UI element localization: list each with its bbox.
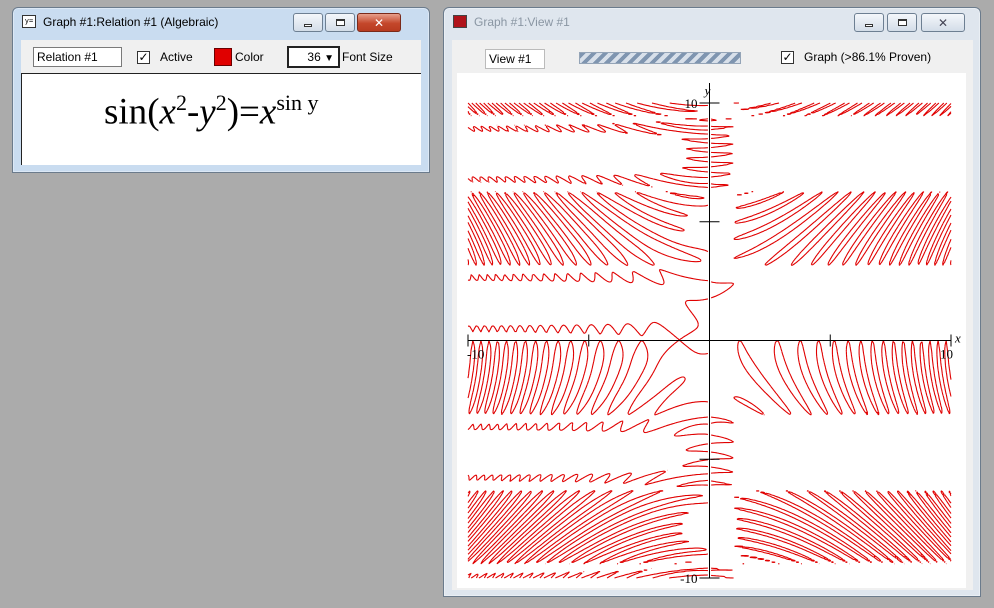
relation-name-field[interactable]: Relation #1 [33,47,122,67]
font-size-value: 36 [307,50,321,64]
eq-exp-2a: 2 [175,90,187,115]
x-max-label: 10 [940,347,953,362]
eq-x: x [159,91,176,133]
eq-rhs-x: x [259,91,277,133]
view-minimize-button[interactable] [854,13,884,32]
eq-rhs-exponent: sin y [276,90,319,115]
eq-y: y [199,91,216,133]
relation-client: Relation #1 ✓ Active Color 36 ▼ Font Siz… [21,40,421,165]
minimize-icon [304,24,312,27]
close-icon: ✕ [937,15,949,30]
maximize-icon [897,19,907,26]
close-button[interactable]: ✕ [357,13,401,32]
view-window[interactable]: Graph #1:View #1 ✕ View #1 ✓ Graph (>86.… [443,7,981,597]
graph-icon [453,15,467,28]
relation-window[interactable]: y= Graph #1:Relation #1 (Algebraic) ✕ Re… [12,7,430,173]
x-axis-label: x [954,331,961,346]
relation-icon: y= [22,15,36,28]
equation-display: sin(x2-y2)=xsin y [104,90,319,133]
view-close-button[interactable]: ✕ [921,13,965,32]
minimize-button[interactable] [293,13,323,32]
view-name-field[interactable]: View #1 [485,49,545,69]
dropdown-arrow-icon: ▼ [324,53,334,64]
view-window-title: Graph #1:View #1 [474,15,570,29]
minimize-icon [865,24,873,27]
close-icon: ✕ [373,15,385,30]
active-label: Active [160,50,193,64]
y-min-label: -10 [680,571,697,586]
eq-open-paren: ( [147,91,160,133]
font-size-label: Font Size [342,50,393,64]
eq-exp-2b: 2 [215,90,227,115]
view-client: View #1 ✓ Graph (>86.1% Proven) y x -10 10 1… [452,40,973,590]
font-size-select[interactable]: 36 ▼ [287,46,340,68]
maximize-button[interactable] [325,13,355,32]
view-titlebar[interactable]: Graph #1:View #1 ✕ [444,8,980,36]
relation-curve [467,102,952,579]
relation-titlebar[interactable]: y= Graph #1:Relation #1 (Algebraic) ✕ [13,8,429,36]
y-max-label: 10 [685,96,698,111]
eq-equals: = [239,91,260,133]
relation-window-title: Graph #1:Relation #1 (Algebraic) [43,15,219,29]
equation-panel[interactable]: sin(x2-y2)=xsin y [21,73,421,165]
eq-close-paren: ) [226,91,240,133]
proof-progress-bar [579,52,741,64]
color-swatch[interactable] [214,48,232,66]
eq-minus: - [186,91,200,133]
eq-sin: sin [104,91,148,133]
y-axis-label: y [703,83,711,98]
graph-checkbox[interactable]: ✓ [781,50,794,64]
plot-area[interactable]: y x -10 10 10 -10 [457,73,966,588]
plot-svg: y x -10 10 10 -10 [467,83,961,586]
x-min-label: -10 [467,347,484,362]
active-checkbox[interactable]: ✓ [137,50,150,64]
maximize-icon [335,19,345,26]
graph-proven-label: Graph (>86.1% Proven) [804,50,932,64]
view-maximize-button[interactable] [887,13,917,32]
color-label: Color [235,50,264,64]
